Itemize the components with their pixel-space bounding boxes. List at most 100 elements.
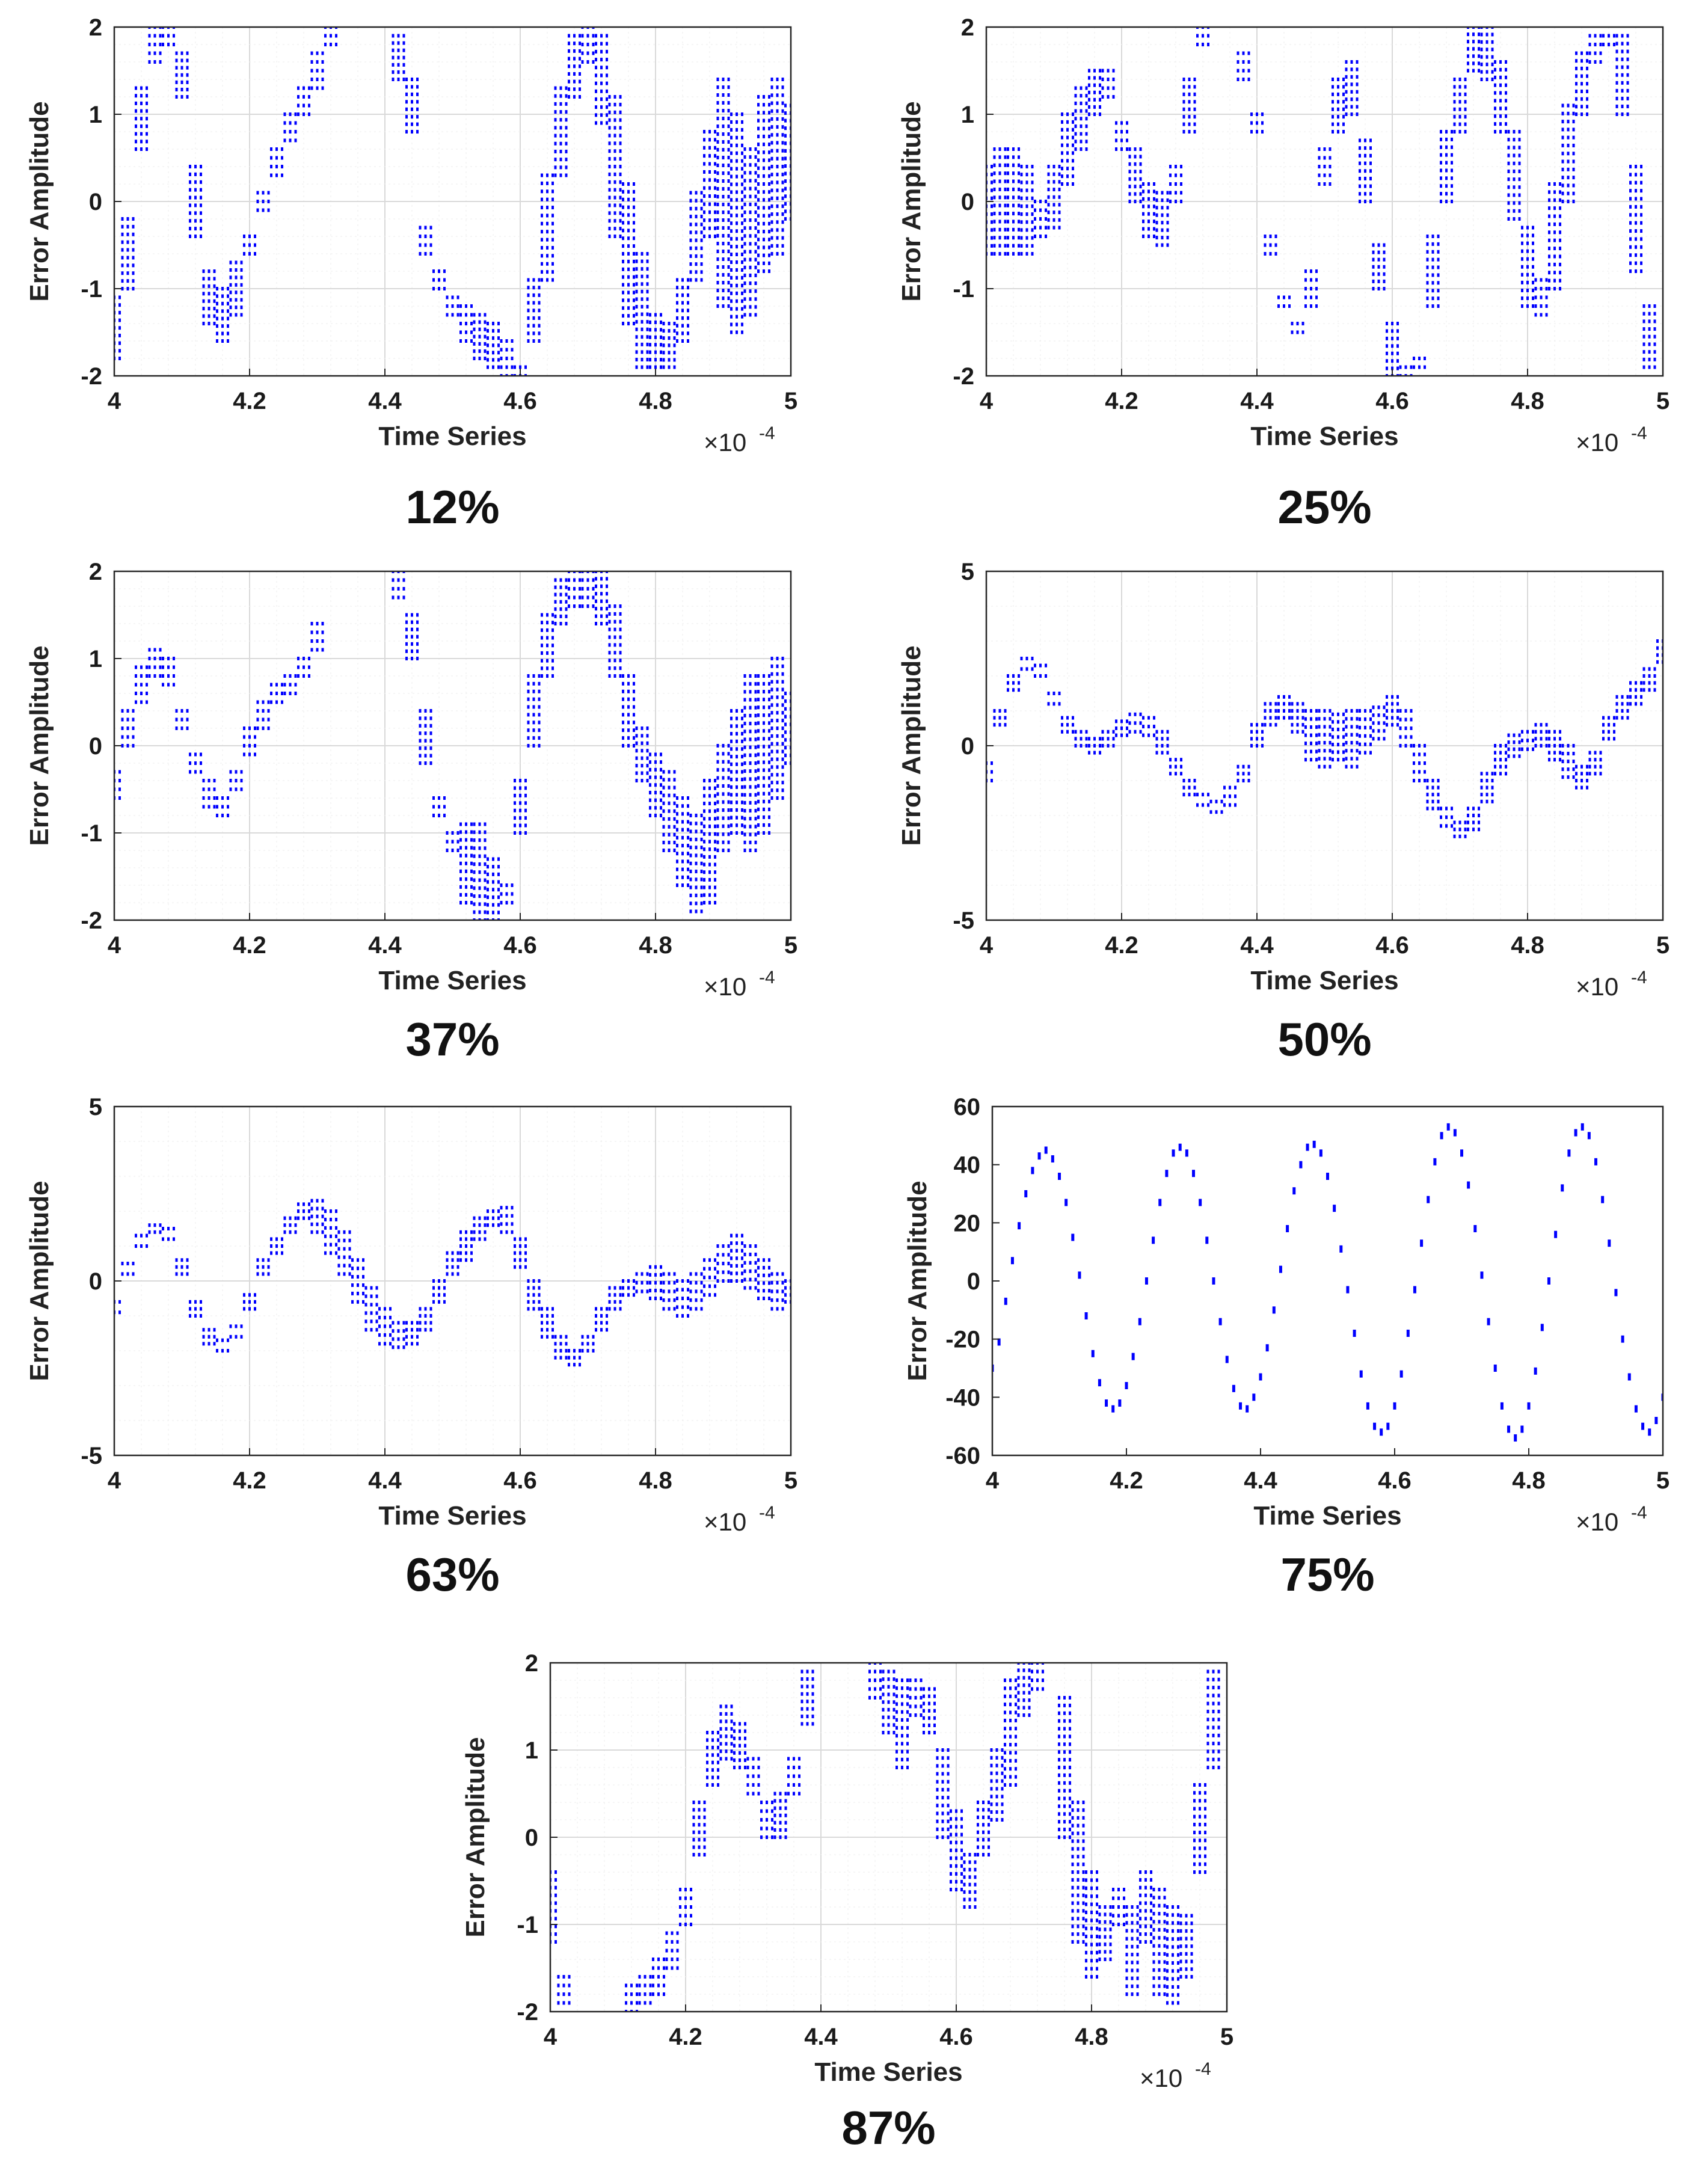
data-point bbox=[1532, 226, 1534, 230]
x-axis-label: Time Series bbox=[378, 422, 526, 451]
data-point bbox=[121, 232, 124, 236]
data-point bbox=[613, 666, 616, 671]
data-point bbox=[749, 289, 752, 293]
data-point bbox=[681, 852, 684, 856]
data-point bbox=[1283, 295, 1285, 299]
data-point bbox=[1169, 165, 1172, 168]
data-point bbox=[1559, 182, 1561, 186]
data-point bbox=[586, 587, 589, 591]
data-point bbox=[749, 218, 752, 223]
data-point bbox=[1318, 147, 1321, 151]
data-point bbox=[1581, 82, 1583, 86]
data-point bbox=[714, 779, 716, 782]
data-point bbox=[1012, 236, 1015, 240]
data-point bbox=[1261, 121, 1264, 125]
data-point bbox=[741, 808, 743, 812]
data-point bbox=[1018, 681, 1020, 685]
data-point bbox=[1399, 744, 1402, 748]
data-column bbox=[622, 182, 635, 325]
data-point bbox=[1615, 702, 1618, 706]
data-point bbox=[770, 796, 773, 800]
data-point bbox=[1247, 60, 1250, 64]
data-point bbox=[741, 330, 743, 334]
data-point bbox=[126, 744, 129, 748]
data-point bbox=[1345, 709, 1348, 713]
data-point bbox=[1080, 140, 1083, 144]
data-point bbox=[538, 744, 541, 748]
data-point bbox=[730, 229, 733, 233]
data-point bbox=[1399, 709, 1402, 713]
data-point bbox=[716, 800, 719, 804]
data-point bbox=[1567, 152, 1570, 156]
data-point bbox=[362, 1283, 364, 1287]
data-point bbox=[1553, 222, 1556, 226]
data-point bbox=[465, 869, 467, 873]
data-column bbox=[1088, 737, 1101, 755]
data-point bbox=[727, 289, 730, 292]
data-point bbox=[1437, 281, 1440, 285]
data-point bbox=[559, 134, 562, 138]
data-point bbox=[633, 213, 635, 217]
data-point bbox=[1101, 744, 1104, 748]
data-point bbox=[1534, 278, 1537, 282]
data-point bbox=[1526, 272, 1529, 277]
data-point bbox=[749, 825, 752, 829]
data-point bbox=[722, 304, 725, 308]
data-point bbox=[1534, 737, 1537, 741]
data-point bbox=[646, 741, 649, 745]
data-point bbox=[654, 335, 657, 339]
data-point bbox=[1521, 288, 1523, 292]
data-point bbox=[1193, 100, 1196, 104]
data-point bbox=[497, 880, 500, 884]
data-point bbox=[492, 911, 494, 915]
data-point bbox=[727, 768, 730, 772]
data-point bbox=[270, 700, 272, 704]
data-point bbox=[662, 322, 665, 325]
data-point bbox=[1485, 32, 1488, 37]
data-point bbox=[194, 211, 197, 215]
data-point bbox=[633, 314, 635, 318]
data-point bbox=[1301, 729, 1304, 734]
data-point bbox=[364, 1303, 367, 1307]
data-point bbox=[1437, 304, 1440, 308]
data-point bbox=[640, 252, 644, 256]
data-point bbox=[1440, 184, 1442, 188]
data-point bbox=[722, 203, 725, 206]
data-point bbox=[1518, 754, 1521, 758]
data-point bbox=[335, 1251, 337, 1255]
x-axis-label: Time Series bbox=[1250, 422, 1398, 451]
data-point bbox=[640, 335, 644, 339]
data-point bbox=[135, 117, 137, 121]
data-point bbox=[743, 289, 746, 293]
data-point bbox=[1640, 221, 1642, 225]
data-column bbox=[1480, 27, 1494, 81]
data-point bbox=[316, 51, 319, 55]
data-point bbox=[473, 862, 476, 866]
data-point bbox=[546, 197, 548, 201]
data-point bbox=[1431, 242, 1434, 246]
data-column bbox=[541, 173, 554, 282]
data-point bbox=[595, 571, 597, 573]
data-point bbox=[1494, 67, 1496, 72]
data-point bbox=[1472, 814, 1475, 817]
data-marks bbox=[986, 639, 1663, 838]
data-point bbox=[492, 343, 494, 348]
data-point bbox=[768, 682, 770, 686]
data-point bbox=[1207, 27, 1209, 29]
data-point bbox=[695, 215, 698, 219]
data-point bbox=[743, 186, 746, 191]
data-point bbox=[1247, 78, 1250, 81]
data-point bbox=[1329, 732, 1332, 737]
data-point bbox=[1139, 155, 1142, 159]
data-point bbox=[392, 55, 395, 60]
data-point bbox=[429, 252, 432, 256]
data-point bbox=[148, 34, 151, 38]
data-point bbox=[770, 156, 773, 161]
data-point bbox=[736, 198, 738, 202]
data-point bbox=[487, 911, 489, 915]
data-point bbox=[991, 236, 993, 240]
data-point bbox=[1139, 200, 1142, 203]
data-point bbox=[554, 94, 557, 98]
data-point bbox=[776, 228, 779, 232]
data-point bbox=[695, 238, 698, 242]
